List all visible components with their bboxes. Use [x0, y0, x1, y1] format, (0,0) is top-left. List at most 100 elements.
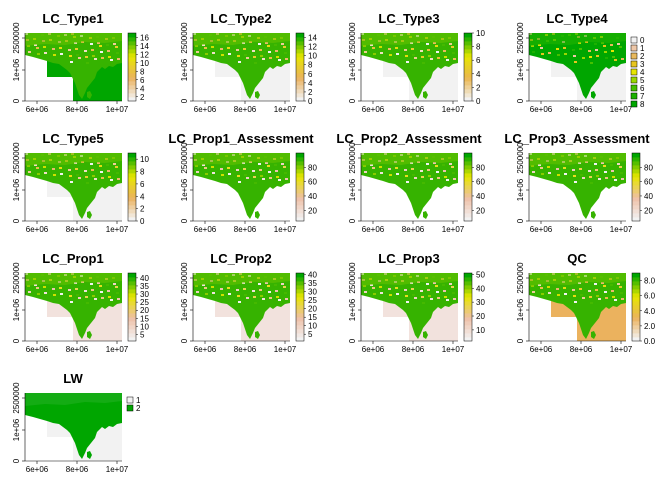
raster-cell	[389, 54, 392, 56]
y-tick-label: 1e+06	[516, 298, 525, 321]
legend-swatch	[128, 173, 136, 178]
raster-cell	[276, 176, 279, 178]
raster-cell	[588, 170, 591, 172]
raster-cell	[212, 52, 215, 54]
raster-cell	[254, 62, 257, 64]
legend-swatch	[128, 181, 136, 186]
raster-cell	[37, 173, 40, 175]
y-tick-label: 1e+06	[12, 418, 21, 441]
raster-cell	[85, 416, 88, 418]
raster-cell	[27, 285, 30, 287]
legend-swatch	[632, 281, 640, 286]
legend-label: 8	[640, 100, 645, 109]
raster-cell	[37, 53, 40, 55]
legend-swatch	[464, 173, 472, 178]
raster-cell	[36, 407, 39, 409]
chart-panel-lc-prop2: LC_Prop2 6e+06 8e+06 1e+07 0 1e+06 2500000 5101…	[180, 251, 317, 354]
legend-frame	[295, 32, 305, 102]
panel-title: LC_Prop1_Assessment	[168, 131, 314, 146]
raster-cell	[579, 288, 582, 290]
raster-cell	[243, 48, 246, 50]
raster-cell	[364, 171, 367, 173]
raster-cell	[433, 282, 436, 284]
legend-swatch	[464, 185, 472, 190]
raster-cell	[100, 291, 103, 293]
panel-title: LC_Type2	[210, 11, 271, 26]
raster-cell	[228, 293, 231, 295]
legend-swatch	[464, 93, 472, 98]
raster-area	[25, 393, 122, 461]
raster-cell	[274, 164, 277, 166]
x-tick-label: 6e+06	[26, 345, 49, 354]
raster-cell	[205, 293, 208, 295]
legend-swatch	[296, 301, 304, 306]
raster-cell	[221, 294, 224, 296]
legend-swatch	[464, 201, 472, 206]
x-tick-label: 8e+06	[66, 105, 89, 114]
raster-cell	[433, 162, 436, 164]
legend-frame	[463, 32, 473, 102]
legend-swatch	[128, 209, 136, 214]
raster-cell	[389, 174, 392, 176]
sri-lanka	[87, 451, 92, 459]
raster-cell	[107, 290, 110, 292]
raster-cell	[284, 292, 287, 294]
y-tick-label: 2500000	[516, 262, 525, 294]
legend-swatch	[296, 89, 304, 94]
legend-tick-label: 4	[140, 192, 145, 201]
legend-swatch	[128, 185, 136, 190]
raster-cell	[101, 297, 104, 299]
legend-swatch	[128, 289, 136, 294]
x-tick-label: 8e+06	[402, 345, 425, 354]
raster-cell	[265, 42, 268, 44]
raster-cell	[370, 284, 373, 286]
y-tick-label: 2500000	[348, 142, 357, 174]
raster-cell	[380, 52, 383, 54]
raster-cell	[420, 50, 423, 52]
raster-cell	[443, 290, 446, 292]
raster-cell	[380, 172, 383, 174]
legend-tick-label: 60	[644, 178, 653, 187]
legend-swatch	[128, 41, 136, 46]
raster-cell	[548, 172, 551, 174]
legend-swatch	[296, 297, 304, 302]
raster-area	[193, 33, 290, 101]
raster-cell	[108, 416, 111, 418]
legend-swatch	[296, 181, 304, 186]
raster-cell	[405, 295, 408, 297]
raster-cell	[363, 165, 366, 167]
legend-frame	[631, 152, 641, 222]
raster-cell	[452, 52, 455, 54]
legend-swatch	[128, 49, 136, 54]
legend-tick-label: 16	[140, 33, 149, 42]
legend-swatch	[296, 93, 304, 98]
raster-cell	[116, 412, 119, 414]
legend-swatch	[296, 153, 304, 158]
raster-cell	[117, 178, 120, 180]
legend-tick-label: 80	[644, 163, 653, 172]
legend-swatch	[464, 209, 472, 214]
raster-cell	[379, 46, 382, 48]
legend-frame	[463, 152, 473, 222]
raster-cell	[53, 174, 56, 176]
legend-swatch	[464, 193, 472, 198]
legend-tick-label: 2	[476, 83, 481, 92]
legend-swatch	[464, 213, 472, 218]
raster-cell	[204, 287, 207, 289]
legend-swatch	[296, 57, 304, 62]
raster-cell	[453, 58, 456, 60]
legend-swatch	[128, 81, 136, 86]
legend-swatch	[464, 181, 472, 186]
legend-swatch	[128, 297, 136, 302]
legend-swatch	[128, 193, 136, 198]
himalaya-band	[361, 153, 458, 166]
raster-cell	[590, 182, 593, 184]
raster-cell	[404, 289, 407, 291]
raster-cell	[556, 288, 559, 290]
land-mask	[25, 273, 122, 339]
raster-cell	[269, 57, 272, 59]
raster-cell	[108, 296, 111, 298]
raster-cell	[451, 166, 454, 168]
raster-cell	[283, 46, 286, 48]
